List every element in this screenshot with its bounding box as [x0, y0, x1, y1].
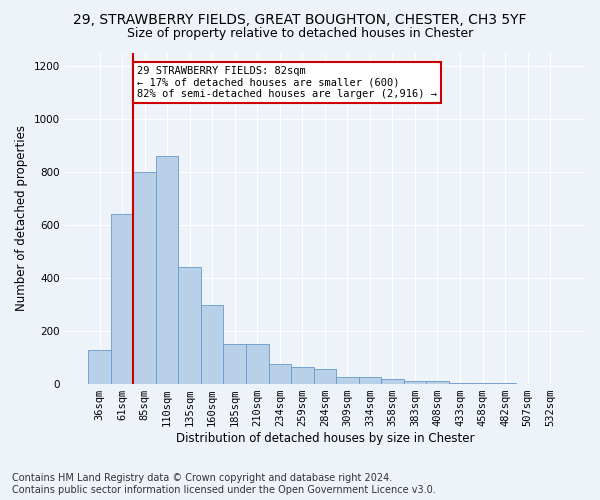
Bar — [246, 344, 269, 384]
Text: Size of property relative to detached houses in Chester: Size of property relative to detached ho… — [127, 28, 473, 40]
Bar — [178, 268, 201, 384]
Bar — [314, 370, 336, 384]
Bar — [471, 383, 494, 384]
Bar — [223, 344, 246, 384]
Bar — [449, 383, 471, 384]
Text: 29 STRAWBERRY FIELDS: 82sqm
← 17% of detached houses are smaller (600)
82% of se: 29 STRAWBERRY FIELDS: 82sqm ← 17% of det… — [137, 66, 437, 99]
Y-axis label: Number of detached properties: Number of detached properties — [15, 126, 28, 312]
Text: 29, STRAWBERRY FIELDS, GREAT BOUGHTON, CHESTER, CH3 5YF: 29, STRAWBERRY FIELDS, GREAT BOUGHTON, C… — [73, 12, 527, 26]
Text: Contains HM Land Registry data © Crown copyright and database right 2024.
Contai: Contains HM Land Registry data © Crown c… — [12, 474, 436, 495]
X-axis label: Distribution of detached houses by size in Chester: Distribution of detached houses by size … — [176, 432, 474, 445]
Bar — [133, 172, 156, 384]
Bar — [381, 379, 404, 384]
Bar — [359, 376, 381, 384]
Bar — [291, 367, 314, 384]
Bar — [404, 381, 426, 384]
Bar — [426, 382, 449, 384]
Bar — [111, 214, 133, 384]
Bar — [269, 364, 291, 384]
Bar — [201, 304, 223, 384]
Bar — [88, 350, 111, 384]
Bar — [336, 376, 359, 384]
Bar — [156, 156, 178, 384]
